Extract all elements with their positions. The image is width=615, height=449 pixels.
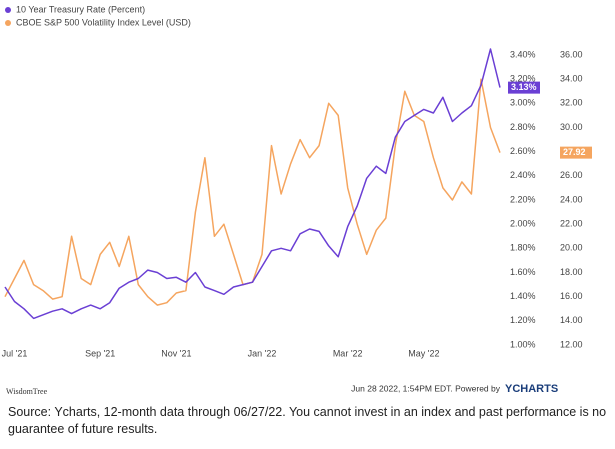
legend-label: CBOE S&P 500 Volatility Index Level (USD… xyxy=(16,17,191,27)
y-tick-label: 1.60% xyxy=(510,267,536,277)
y2-tick-label: 12.00 xyxy=(560,339,583,349)
x-tick-label: Jul '21 xyxy=(2,348,28,358)
x-tick-label: Mar '22 xyxy=(333,348,363,358)
y2-tick-label: 32.00 xyxy=(560,98,583,108)
y2-tick-label: 36.00 xyxy=(560,49,583,59)
y2-tick-label: 20.00 xyxy=(560,243,583,253)
x-tick-label: May '22 xyxy=(408,348,439,358)
y-tick-label: 2.20% xyxy=(510,194,536,204)
chart: WisdomTree Jun 28 2022, 1:54PM EDT. Powe… xyxy=(2,4,592,396)
legend-label: 10 Year Treasury Rate (Percent) xyxy=(16,4,145,14)
brand: YCHARTS xyxy=(505,383,558,395)
y2-tick-label: 34.00 xyxy=(560,74,583,84)
y-tick-label: 1.80% xyxy=(510,243,536,253)
last-value-label: 3.13% xyxy=(511,82,537,92)
x-tick-label: Sep '21 xyxy=(85,348,115,358)
y2-tick-label: 16.00 xyxy=(560,291,583,301)
legend-marker xyxy=(5,20,11,26)
y2-tick-label: 14.00 xyxy=(560,315,583,325)
timestamp: Jun 28 2022, 1:54PM EDT. Powered by xyxy=(351,383,501,393)
y-tick-label: 2.40% xyxy=(510,170,536,180)
logo: WisdomTree xyxy=(6,387,48,396)
y-tick-label: 3.40% xyxy=(510,49,536,59)
y2-tick-label: 30.00 xyxy=(560,122,583,132)
source-note: Source: Ycharts, 12-month data through 0… xyxy=(8,405,607,436)
y2-tick-label: 22.00 xyxy=(560,219,583,229)
y-tick-label: 2.60% xyxy=(510,146,536,156)
x-tick-label: Nov '21 xyxy=(161,348,191,358)
y-tick-label: 3.20% xyxy=(510,74,536,84)
last-value-badge xyxy=(560,146,592,159)
series-line xyxy=(4,48,501,320)
y-tick-label: 3.00% xyxy=(510,98,536,108)
y-tick-label: 2.00% xyxy=(510,219,536,229)
legend-marker xyxy=(5,7,11,13)
last-value-badge xyxy=(508,81,540,94)
y-tick-label: 2.80% xyxy=(510,122,536,132)
series-line xyxy=(4,78,501,306)
y-tick-label: 1.00% xyxy=(510,339,536,349)
y2-tick-label: 26.00 xyxy=(560,170,583,180)
y2-tick-label: 18.00 xyxy=(560,267,583,277)
last-value-label: 27.92 xyxy=(563,147,586,157)
y2-tick-label: 24.00 xyxy=(560,194,583,204)
y-tick-label: 1.40% xyxy=(510,291,536,301)
y-tick-label: 1.20% xyxy=(510,315,536,325)
x-tick-label: Jan '22 xyxy=(248,348,277,358)
